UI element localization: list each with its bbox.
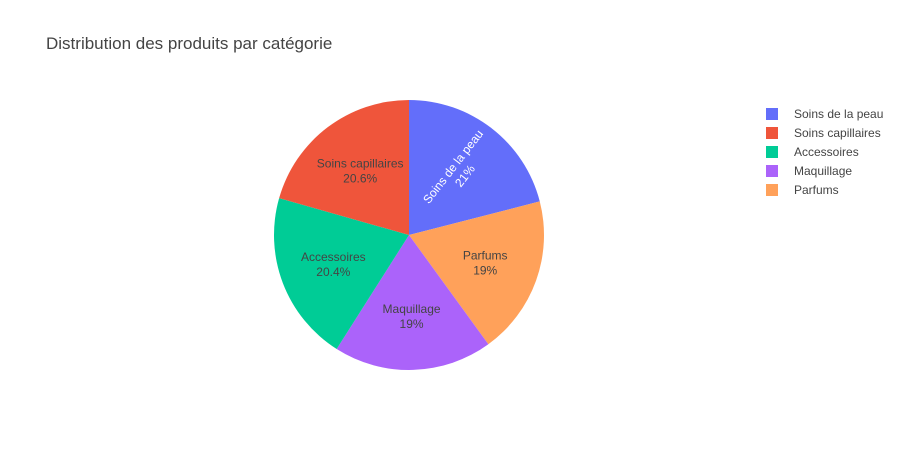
legend-label: Maquillage [794,163,853,178]
legend-label: Parfums [794,182,839,197]
slice-label-name: Parfums [463,248,508,262]
legend-item[interactable]: Soins capillaires [766,123,883,142]
pie-slice[interactable] [409,100,540,235]
legend-item[interactable]: Parfums [766,180,883,199]
slice-label-percent: 19% [473,263,497,277]
slice-label-name: Soins capillaires [317,156,404,170]
legend-swatch [766,107,778,120]
pie-slice[interactable] [336,235,489,371]
slice-label-percent: 20.4% [316,265,350,279]
slice-label-name: Maquillage [383,302,441,316]
legend-swatch [766,164,778,177]
pie-slice[interactable] [274,198,409,349]
legend-item[interactable]: Accessoires [766,142,883,161]
legend-swatch [766,183,778,196]
slice-label-name: Accessoires [301,250,366,264]
chart-title: Distribution des produits par catégorie [46,34,333,53]
slice-label-percent: 20.6% [343,171,377,185]
pie-slice[interactable] [409,201,544,345]
legend-swatch [766,126,778,139]
legend-label: Soins capillaires [794,125,881,140]
legend-item[interactable]: Maquillage [766,161,883,180]
legend-swatch [766,145,778,158]
legend-label: Soins de la peau [794,106,884,121]
slice-label-percent: 19% [400,317,424,331]
legend-label: Accessoires [794,144,859,159]
pie-slice[interactable] [279,100,409,235]
legend: Soins de la peau Soins capillaires Accesso… [766,104,883,199]
legend-item[interactable]: Soins de la peau [766,104,883,123]
